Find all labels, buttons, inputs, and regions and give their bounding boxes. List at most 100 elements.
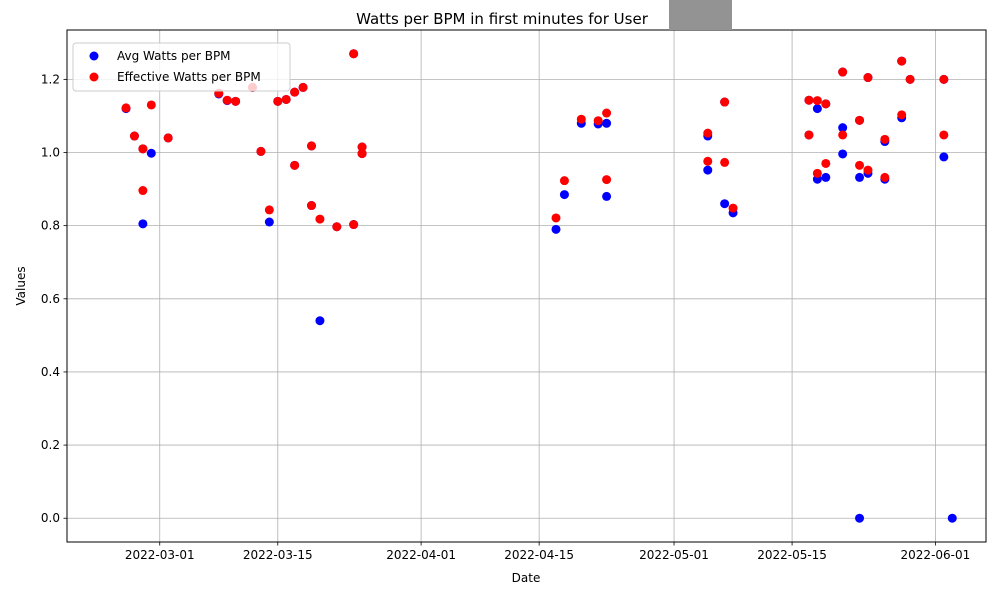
data-point	[349, 49, 359, 59]
data-point	[720, 157, 730, 167]
data-point	[559, 176, 569, 186]
x-tick-label: 2022-04-15	[504, 548, 574, 562]
legend: Avg Watts per BPM Effective Watts per BP…	[72, 42, 291, 92]
data-point	[298, 82, 308, 92]
legend-label-avg: Avg Watts per BPM	[117, 49, 231, 63]
plot-frame	[66, 29, 987, 543]
x-tick-label: 2022-03-01	[125, 548, 195, 562]
data-point	[838, 149, 848, 159]
data-point	[121, 103, 131, 113]
data-point	[602, 108, 612, 118]
data-point	[838, 67, 848, 77]
data-point	[863, 165, 873, 175]
data-point	[357, 149, 367, 159]
data-point	[897, 56, 907, 66]
data-point	[703, 165, 713, 175]
data-point	[897, 110, 907, 120]
data-point	[855, 115, 865, 125]
data-point	[821, 172, 831, 182]
data-point	[838, 130, 848, 140]
x-tick-label: 2022-05-01	[639, 548, 709, 562]
legend-label-effective: Effective Watts per BPM	[117, 70, 261, 84]
data-point	[146, 100, 156, 110]
data-point	[602, 118, 612, 128]
x-tick-label: 2022-04-01	[386, 548, 456, 562]
data-point	[880, 172, 890, 182]
data-point	[593, 116, 603, 126]
data-point	[129, 131, 139, 141]
data-point	[821, 158, 831, 168]
data-point	[256, 146, 266, 156]
data-point	[602, 191, 612, 201]
y-tick-label: 0.0	[41, 511, 60, 525]
y-tick-label: 1.2	[41, 72, 60, 86]
x-tick-label: 2022-03-15	[243, 548, 313, 562]
y-axis-ticks: 0.0 0.2 0.4 0.6 0.8 1.0 1.2	[41, 72, 67, 525]
data-point	[855, 172, 865, 182]
data-point	[939, 74, 949, 84]
data-point	[838, 123, 848, 133]
data-point	[576, 114, 586, 124]
data-point	[307, 141, 317, 151]
data-point	[947, 513, 957, 523]
redaction-box	[669, 0, 732, 30]
chart-title: Watts per BPM in first minutes for User	[356, 10, 649, 28]
data-point	[939, 130, 949, 140]
y-axis-title: Values	[14, 266, 28, 305]
data-point	[332, 222, 342, 232]
data-point	[703, 156, 713, 166]
data-point	[880, 134, 890, 144]
legend-box	[72, 42, 291, 92]
data-point	[273, 96, 283, 106]
data-point	[349, 220, 359, 230]
data-point	[939, 152, 949, 162]
series-effective-watts-per-bpm	[121, 49, 949, 232]
x-tick-label: 2022-06-01	[901, 548, 971, 562]
y-tick-label: 1.0	[41, 146, 60, 160]
data-point	[602, 175, 612, 185]
y-tick-label: 0.2	[41, 438, 60, 452]
data-points	[121, 49, 957, 523]
data-point	[703, 128, 713, 138]
legend-marker-avg	[89, 51, 99, 61]
data-point	[804, 95, 814, 105]
y-tick-label: 0.4	[41, 365, 60, 379]
data-point	[163, 133, 173, 143]
data-point	[222, 95, 232, 105]
data-point	[138, 219, 148, 229]
data-point	[821, 99, 831, 109]
data-point	[812, 96, 822, 106]
data-point	[281, 94, 291, 104]
grid-lines	[67, 30, 986, 542]
y-tick-label: 0.6	[41, 292, 60, 306]
data-point	[551, 224, 561, 234]
data-point	[307, 201, 317, 211]
data-point	[138, 186, 148, 196]
data-point	[290, 160, 300, 170]
x-axis-title: Date	[512, 571, 541, 585]
data-point	[720, 199, 730, 209]
data-point	[315, 316, 325, 326]
data-point	[855, 513, 865, 523]
data-point	[812, 168, 822, 178]
data-point	[290, 87, 300, 97]
data-point	[812, 104, 822, 114]
data-point	[804, 130, 814, 140]
x-axis-ticks: 2022-03-01 2022-03-15 2022-04-01 2022-04-15…	[125, 542, 970, 562]
data-point	[231, 96, 241, 106]
data-point	[315, 214, 325, 224]
legend-marker-effective	[89, 72, 99, 82]
data-point	[905, 74, 915, 84]
data-point	[720, 97, 730, 107]
data-point	[138, 144, 148, 154]
x-tick-label: 2022-05-15	[757, 548, 827, 562]
data-point	[863, 73, 873, 83]
data-point	[146, 148, 156, 158]
data-point	[728, 203, 738, 213]
data-point	[551, 213, 561, 223]
y-tick-label: 0.8	[41, 219, 60, 233]
data-point	[264, 205, 274, 215]
data-point	[357, 142, 367, 152]
